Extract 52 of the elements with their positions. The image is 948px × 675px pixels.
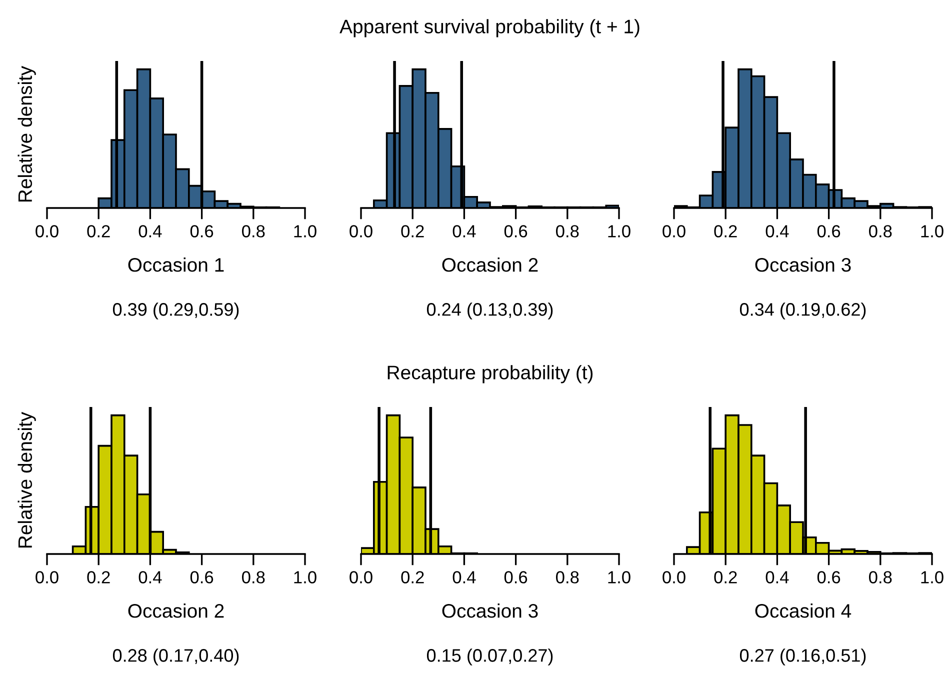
x-tick-label: 0.6 xyxy=(190,571,214,584)
x-tick-label: 0.6 xyxy=(817,571,840,584)
x-tick-label: 0.2 xyxy=(87,225,110,238)
x-tick-label: 0.0 xyxy=(350,225,372,238)
chart-title: Apparent survival probability (t + 1) xyxy=(340,19,640,38)
text: 0.27 (0.16,0.51) xyxy=(740,648,866,666)
x-tick-label: 1.0 xyxy=(921,571,944,584)
x-tick-label: 0.2 xyxy=(714,225,737,238)
x-tick-label: 0.8 xyxy=(869,571,892,584)
x-tick-label: 1.0 xyxy=(294,571,316,584)
x-tick-label: 0.0 xyxy=(350,571,372,584)
x-tick-label: 0.4 xyxy=(138,571,162,584)
x-axis-title: Occasion 1 xyxy=(128,258,224,272)
text: 0.24 (0.13,0.39) xyxy=(426,302,553,320)
x-axis-title: Occasion 2 xyxy=(442,258,538,272)
y-axis-title: Relative density xyxy=(18,412,36,548)
x-axis-title: Occasion 4 xyxy=(755,604,852,618)
x-tick-label: 0.4 xyxy=(766,571,789,584)
x-tick-label: 0.6 xyxy=(817,225,840,238)
text: 0.39 (0.29,0.59) xyxy=(112,302,239,320)
x-tick-label: 0.4 xyxy=(138,225,162,238)
x-tick-label: 0.4 xyxy=(766,225,789,238)
x-tick-label: 1.0 xyxy=(608,571,630,584)
x-tick-label: 1.0 xyxy=(294,225,316,238)
x-axis-title: Occasion 3 xyxy=(755,258,851,272)
x-tick-label: 0.0 xyxy=(662,571,686,584)
x-tick-label: 0.8 xyxy=(869,225,892,238)
text: 0.34 (0.19,0.62) xyxy=(740,302,866,320)
x-tick-label: 0.8 xyxy=(242,571,265,584)
x-tick-label: 0.2 xyxy=(401,225,424,238)
chart-title: Recapture probability (t) xyxy=(388,365,593,384)
x-tick-label: 0.8 xyxy=(556,571,579,584)
x-tick-label: 0.8 xyxy=(556,225,579,238)
text: 0.28 (0.17,0.40) xyxy=(112,648,239,666)
x-axis-title: Occasion 3 xyxy=(442,604,538,618)
x-tick-label: 0.6 xyxy=(504,225,528,238)
x-tick-label: 0.8 xyxy=(242,225,265,238)
x-tick-label: 0.2 xyxy=(714,571,737,584)
text: 0.15 (0.07,0.27) xyxy=(426,648,553,666)
x-tick-label: 1.0 xyxy=(921,225,944,238)
x-tick-label: 0.4 xyxy=(452,571,476,584)
x-tick-label: 0.0 xyxy=(36,225,58,238)
x-tick-label: 1.0 xyxy=(608,225,630,238)
x-tick-label: 0.4 xyxy=(452,225,476,238)
x-tick-label: 0.0 xyxy=(662,225,686,238)
x-tick-label: 0.2 xyxy=(87,571,110,584)
x-tick-label: 0.6 xyxy=(504,571,528,584)
y-axis-title: Relative density xyxy=(18,66,36,202)
x-tick-label: 0.0 xyxy=(36,571,58,584)
x-tick-label: 0.2 xyxy=(401,571,424,584)
x-axis-title: Occasion 2 xyxy=(128,604,224,618)
x-tick-label: 0.6 xyxy=(190,225,214,238)
